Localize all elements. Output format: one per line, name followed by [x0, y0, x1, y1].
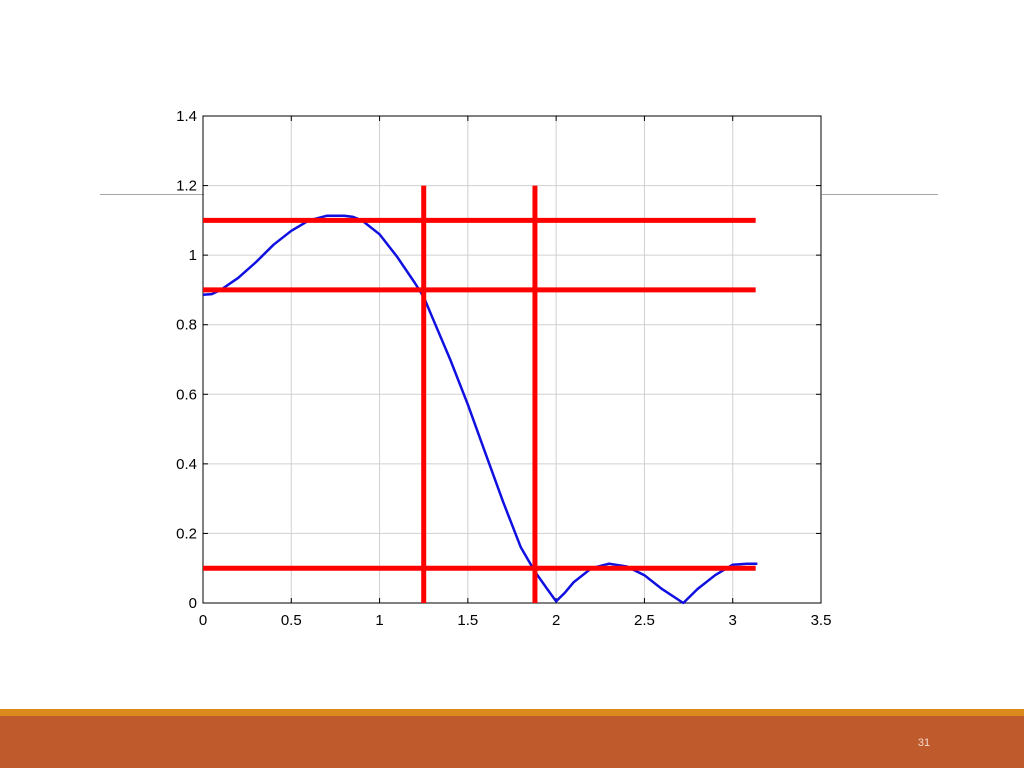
x-tick-label: 3.5	[811, 612, 832, 629]
y-tick-label: 0.4	[176, 456, 197, 473]
x-tick-label: 2	[552, 612, 560, 629]
series-line	[202, 214, 758, 605]
y-tick-label: 0.2	[176, 525, 197, 542]
x-tick-label: 3	[729, 612, 737, 629]
marker-layer	[203, 185, 756, 603]
x-tick-label: 1	[375, 612, 383, 629]
x-tick-label: 1.5	[457, 612, 478, 629]
chart: 0 0.5 1 1.5 2 2.5 3 3.5 0 0.2 0.4 0.6 0.8 1 1.2 1.4	[176, 108, 831, 629]
series-layer	[202, 214, 758, 605]
axes-layer	[202, 115, 822, 604]
slide-number: 31	[917, 737, 931, 749]
x-tick-label: 2.5	[634, 612, 655, 629]
title-divider-left	[100, 194, 204, 195]
y-tick-label: 0	[189, 595, 197, 612]
y-tick-label: 0.6	[176, 386, 197, 403]
footer-bar	[0, 716, 1024, 768]
y-tick-label: 1.4	[176, 108, 197, 125]
plot-frame	[202, 115, 822, 604]
label-layer: 0 0.5 1 1.5 2 2.5 3 3.5 0 0.2 0.4 0.6 0.8 1 1.2 1.4	[176, 108, 831, 629]
grid-layer	[203, 116, 821, 603]
title-divider-right	[822, 194, 938, 195]
y-tick-label: 1	[189, 247, 197, 264]
x-tick-label: 0.5	[281, 612, 302, 629]
y-tick-label: 0.8	[176, 317, 197, 334]
x-tick-label: 0	[199, 612, 207, 629]
footer-accent-stripe	[0, 709, 1024, 716]
y-tick-label: 1.2	[176, 178, 197, 195]
